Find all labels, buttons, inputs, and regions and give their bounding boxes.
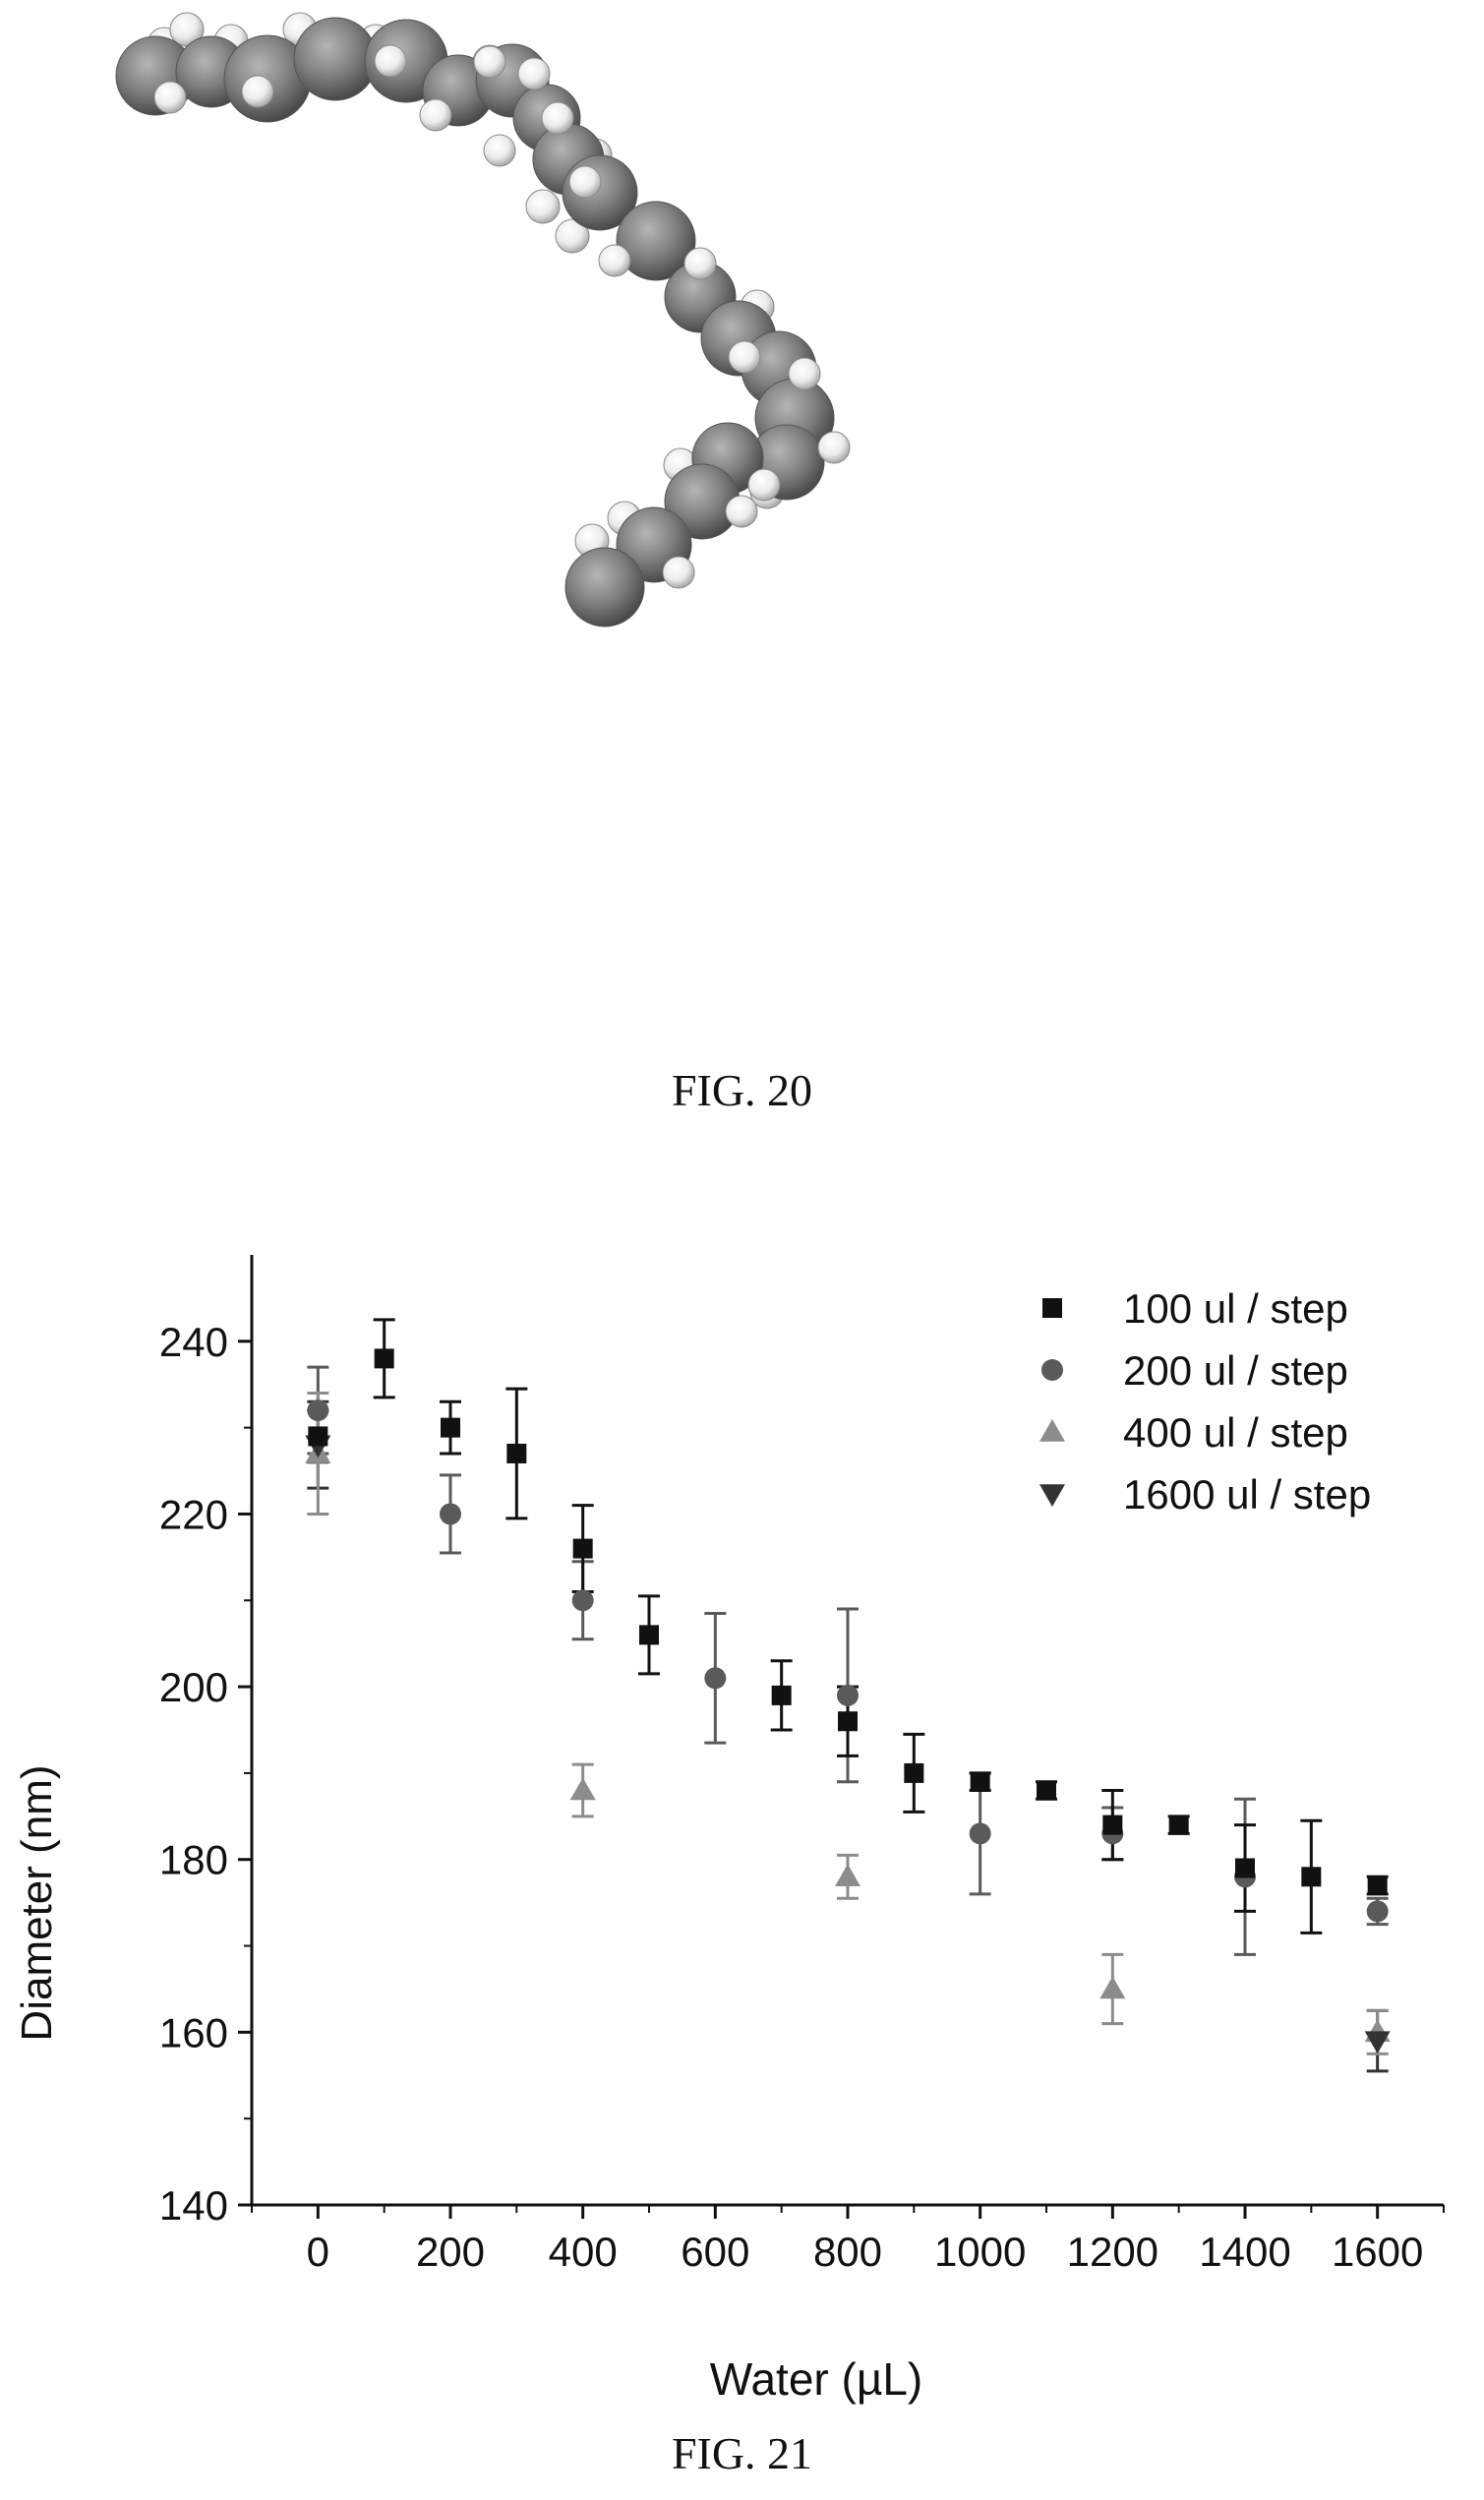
figure-20-caption: FIG. 20 bbox=[671, 1065, 813, 1115]
hydrogen-atom bbox=[817, 431, 851, 464]
molecule-front-hydrogens bbox=[153, 44, 851, 589]
y-tick-label: 140 bbox=[159, 2182, 228, 2229]
data-point bbox=[307, 1399, 329, 1422]
carbon-atom bbox=[616, 201, 696, 281]
hydrogen-atom bbox=[725, 495, 758, 528]
legend: 100 ul / step 200 ul / step 400 ul / step 1… bbox=[1039, 1285, 1371, 1518]
hydrogen-atom bbox=[517, 57, 551, 90]
legend-label: 1600 ul / step bbox=[1123, 1471, 1371, 1518]
hydrogen-atom bbox=[419, 98, 452, 132]
figure-21-caption: FIG. 21 bbox=[671, 2428, 813, 2478]
legend-label: 400 ul / step bbox=[1123, 1409, 1348, 1456]
y-tick-label: 200 bbox=[159, 1664, 228, 1710]
data-points bbox=[305, 1318, 1391, 2073]
data-point bbox=[1367, 1875, 1388, 1896]
x-axis-ticks: 0 200 400 600 800 1000 1200 1400 1600 bbox=[251, 2205, 1445, 2275]
hydrogen-atom bbox=[662, 556, 695, 589]
hydrogen-atom bbox=[568, 165, 602, 199]
y-axis-label: Diameter (nm) bbox=[13, 1764, 61, 2041]
data-point bbox=[374, 1348, 394, 1369]
data-point bbox=[838, 1711, 858, 1732]
hydrogen-atom bbox=[525, 189, 561, 224]
hydrogen-atom bbox=[598, 244, 631, 277]
data-point bbox=[571, 1589, 594, 1612]
y-tick-label: 160 bbox=[159, 2009, 228, 2055]
data-point bbox=[441, 1417, 460, 1438]
data-point bbox=[572, 1538, 593, 1559]
carbon-atom bbox=[293, 17, 378, 101]
molecule-carbon-atoms bbox=[115, 17, 835, 627]
legend-label: 200 ul / step bbox=[1123, 1347, 1348, 1394]
x-tick-label: 1400 bbox=[1199, 2229, 1290, 2275]
data-point bbox=[639, 1625, 659, 1645]
y-tick-label: 180 bbox=[159, 1837, 228, 1883]
y-tick-label: 220 bbox=[159, 1491, 228, 1537]
legend-marker bbox=[1042, 1298, 1062, 1318]
hydrogen-atom bbox=[541, 101, 574, 135]
data-point bbox=[835, 1864, 861, 1887]
x-tick-label: 0 bbox=[307, 2229, 329, 2275]
data-point bbox=[904, 1762, 924, 1783]
data-point bbox=[704, 1667, 727, 1690]
x-tick-label: 1200 bbox=[1067, 2229, 1158, 2275]
hydrogen-atom bbox=[153, 81, 187, 114]
hydrogen-atom bbox=[473, 45, 506, 79]
data-point bbox=[440, 1503, 461, 1525]
data-point bbox=[970, 1771, 990, 1792]
hydrogen-atom bbox=[747, 468, 781, 502]
data-point bbox=[1102, 1815, 1123, 1835]
x-tick-label: 1600 bbox=[1332, 2229, 1423, 2275]
data-point bbox=[1364, 2031, 1391, 2054]
x-tick-label: 200 bbox=[416, 2229, 485, 2275]
data-point bbox=[1301, 1867, 1322, 1887]
data-point bbox=[308, 1426, 328, 1447]
data-point bbox=[1037, 1780, 1056, 1801]
hydrogen-atom bbox=[788, 357, 821, 390]
data-point bbox=[771, 1685, 792, 1705]
y-tick-label: 240 bbox=[159, 1319, 228, 1365]
data-point bbox=[1099, 1976, 1126, 1999]
data-point bbox=[1235, 1858, 1255, 1878]
x-tick-label: 800 bbox=[813, 2229, 882, 2275]
data-point bbox=[1366, 1900, 1389, 1923]
hydrogen-atom bbox=[374, 44, 407, 78]
hydrogen-atom bbox=[728, 340, 761, 374]
data-point bbox=[969, 1822, 991, 1845]
hydrogen-atom bbox=[483, 134, 516, 167]
data-point bbox=[506, 1443, 527, 1463]
hydrogen-atom bbox=[683, 247, 717, 280]
x-axis-label: Water (µL) bbox=[710, 2353, 922, 2405]
legend-marker bbox=[1039, 1484, 1065, 1507]
hydrogen-atom bbox=[555, 218, 590, 254]
data-point bbox=[1168, 1815, 1189, 1835]
legend-marker bbox=[1041, 1359, 1063, 1381]
data-point bbox=[837, 1684, 859, 1706]
y-axis-ticks: 140 160 180 200 220 240 bbox=[159, 1319, 252, 2229]
data-point bbox=[569, 1777, 596, 1801]
x-tick-label: 400 bbox=[549, 2229, 618, 2275]
x-tick-label: 600 bbox=[681, 2229, 749, 2275]
x-tick-label: 1000 bbox=[934, 2229, 1026, 2275]
hydrogen-atom bbox=[241, 75, 274, 108]
legend-marker bbox=[1039, 1419, 1065, 1442]
diameter-vs-water-chart: 140 160 180 200 220 240 0 200 400 600 800 1000 1200… bbox=[13, 1255, 1445, 2405]
molecule-model-figure bbox=[115, 12, 851, 627]
carbon-atom bbox=[564, 547, 645, 627]
legend-label: 100 ul / step bbox=[1123, 1285, 1348, 1332]
